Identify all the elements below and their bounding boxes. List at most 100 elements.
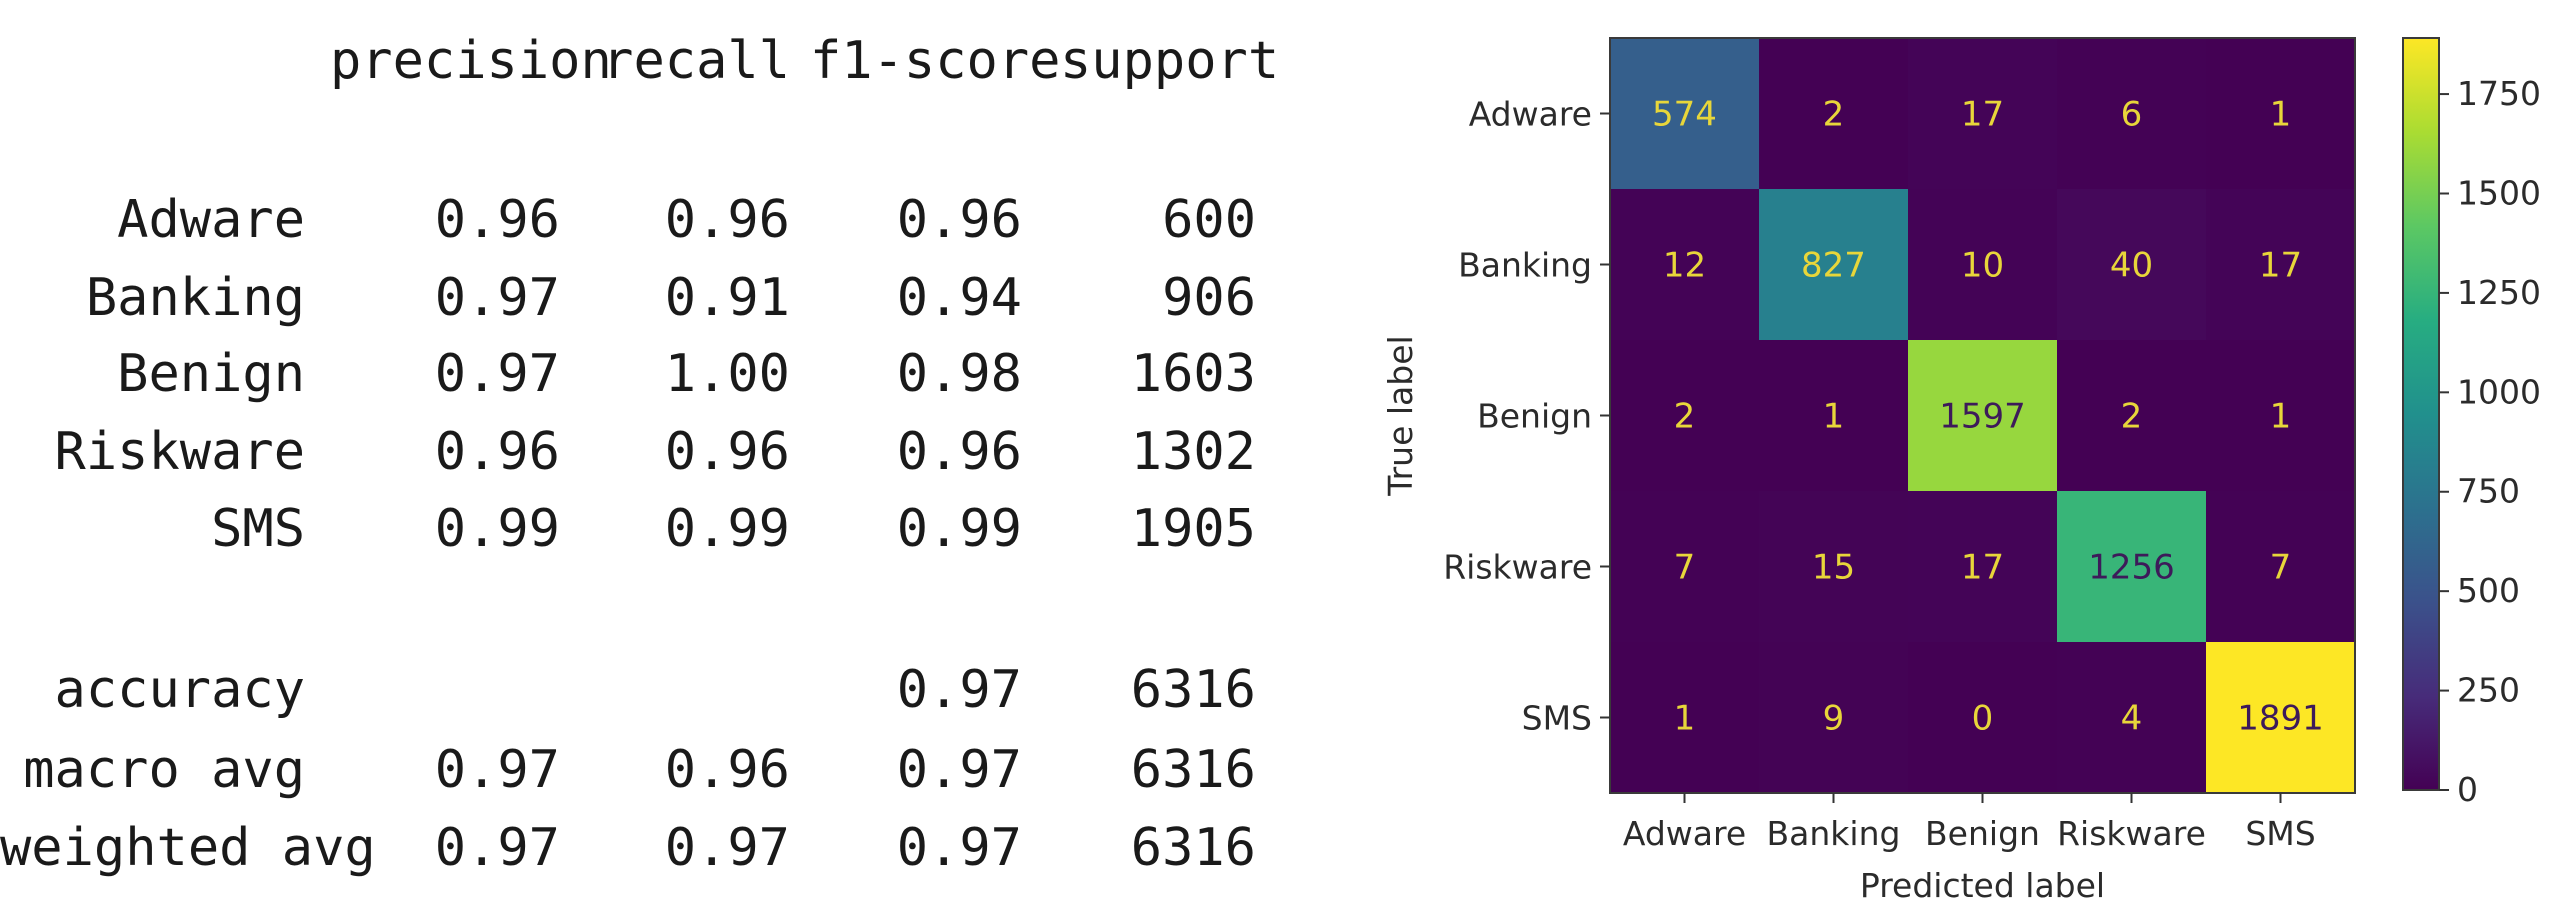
heatmap-cell-value: 1 [2270,95,2292,135]
cell-support: 1603 [1130,344,1256,404]
heatmap-cell [2057,38,2206,189]
cell-support: 6316 [1130,660,1256,720]
colorbar-tick-label: 1500 [2457,173,2541,212]
x-tick-label: SMS [2245,814,2315,853]
heatmap-cell [2206,491,2355,642]
heatmap-cell-value: 17 [1961,548,2004,588]
x-axis-label: Predicted label [1860,866,2105,905]
cell-recall: 0.99 [664,499,790,559]
heatmap-cell-value: 2 [1674,397,1696,437]
colorbar-tick-label: 1000 [2457,372,2541,411]
cell-f1: 0.96 [896,190,1022,250]
y-axis-label: True label [1381,335,1420,496]
heatmap-cell-value: 1891 [2237,699,2324,739]
colorbar-tick-label: 750 [2457,472,2520,511]
confusion-matrix-chart: 574 2 17 6 112 827 10 40 172 1 1597 2 17 15 17 1256 71 9 0… [1381,37,2541,905]
cell-f1: 0.97 [896,818,1022,878]
heatmap-cell [1759,189,1908,340]
heatmap-cell-value: 1 [1823,397,1845,437]
cell-recall: 1.00 [664,344,790,404]
heatmap-cell [2057,491,2206,642]
heatmap-cell [1610,38,1759,189]
cell-recall: 0.91 [664,268,790,328]
x-tick-label: Benign [1925,814,2040,853]
heatmap-cell [2206,38,2355,189]
cell-label: Banking [85,268,305,328]
cell-support: 6316 [1130,818,1256,878]
heatmap-cell [1759,642,1908,793]
heatmap-cell-value: 9 [1823,699,1845,739]
heatmap-cell-value: 1597 [1939,397,2026,437]
cell-recall: 0.96 [664,422,790,482]
cell-support: 1302 [1130,422,1256,482]
heatmap-cell [1610,340,1759,491]
report-summary-row: weighted avg 0.97 0.97 0.97 6316 [0,813,1300,883]
heatmap-cell-value: 6 [2121,95,2143,135]
header-precision: precision [330,31,612,91]
heatmap-cell [1759,491,1908,642]
y-tick-label: Banking [1458,246,1592,285]
heatmap-cell-value: 1 [2270,397,2292,437]
x-tick-label: Adware [1623,814,1746,853]
heatmap-cell-value: 7 [2270,548,2292,588]
heatmap-cell-value: 0 [1972,699,1994,739]
cell-f1: 0.94 [896,268,1022,328]
cell-precision: 0.99 [434,499,560,559]
x-tick-label: Riskware [2057,814,2206,853]
cell-label: Benign [117,344,305,404]
heatmap-cell [2057,642,2206,793]
cell-label: Riskware [54,422,305,482]
report-class-row: SMS 0.99 0.99 0.99 1905 [0,494,1300,564]
cell-support: 906 [1162,268,1256,328]
heatmap-cell-value: 7 [1674,548,1696,588]
colorbar [2402,37,2440,791]
header-f1-score: f1-score [810,31,1061,91]
cell-f1: 0.96 [896,422,1022,482]
heatmap-cell-value: 1 [1674,699,1696,739]
cell-precision: 0.96 [434,190,560,250]
x-tick-label: Banking [1767,814,1901,853]
heatmap-cell [1610,189,1759,340]
heatmap-cell-value: 17 [2259,246,2302,286]
heatmap-cell [1610,642,1759,793]
heatmap-cell [2206,642,2355,793]
cell-label: weighted avg [0,818,376,878]
cell-precision: 0.97 [434,818,560,878]
cell-support: 6316 [1130,740,1256,800]
report-class-row: Benign 0.97 1.00 0.98 1603 [0,339,1300,409]
cell-support: 600 [1162,190,1256,250]
y-tick-label: SMS [1522,699,1592,738]
heatmap-cell-value: 17 [1961,95,2004,135]
heatmap-cell [1759,38,1908,189]
heatmap-cell [1759,340,1908,491]
colorbar-tick-label: 1750 [2457,74,2541,113]
heatmap-cell-value: 12 [1663,246,1706,286]
heatmap-cell-value: 827 [1801,246,1866,286]
heatmap-cell-value: 15 [1812,548,1855,588]
cell-f1: 0.97 [896,740,1022,800]
report-class-row: Banking 0.97 0.91 0.94 906 [0,263,1300,333]
cell-f1: 0.98 [896,344,1022,404]
cell-label: Adware [117,190,305,250]
cell-recall: 0.96 [664,190,790,250]
heatmap-cell-value: 574 [1652,95,1717,135]
report-class-row: Adware 0.96 0.96 0.96 600 [0,185,1300,255]
heatmap-cell-value: 10 [1961,246,2004,286]
report-summary-row: macro avg 0.97 0.96 0.97 6316 [0,735,1300,805]
colorbar-tick-label: 500 [2457,571,2520,610]
cell-precision: 0.96 [434,422,560,482]
cell-recall: 0.97 [664,818,790,878]
heatmap-cell [1610,491,1759,642]
heatmap-cell [1908,340,2057,491]
cell-precision: 0.97 [434,344,560,404]
cell-label: macro avg [23,740,305,800]
y-tick-label: Riskware [1443,548,1592,587]
heatmap-cell [2057,189,2206,340]
y-tick-label: Adware [1469,95,1592,134]
heatmap-cell [2057,340,2206,491]
y-tick-label: Benign [1477,397,1592,436]
heatmap-cell-value: 2 [2121,397,2143,437]
heatmap-cell-value: 1256 [2088,548,2175,588]
heatmap-cell-value: 2 [1823,95,1845,135]
colorbar-tick-label: 250 [2457,671,2520,710]
